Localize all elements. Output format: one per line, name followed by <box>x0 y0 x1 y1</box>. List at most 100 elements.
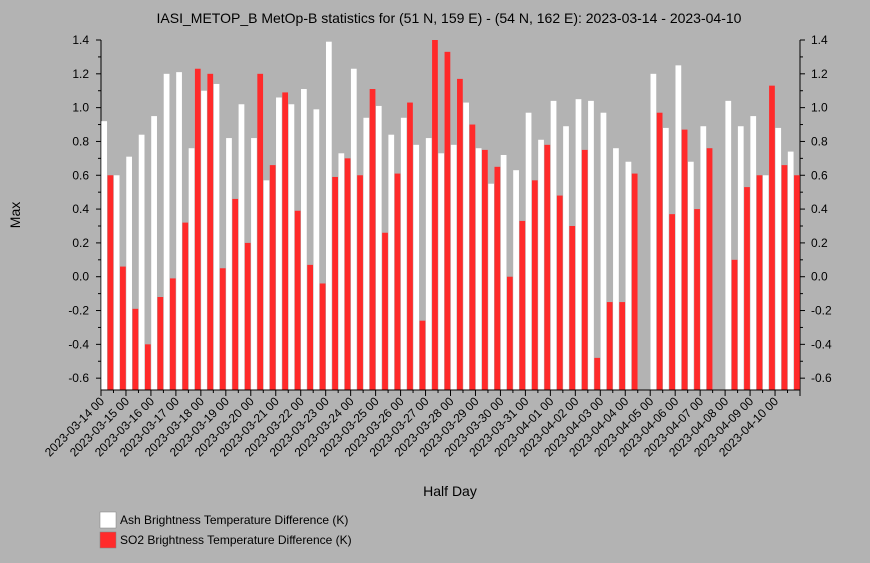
ash-bar <box>463 102 470 390</box>
so2-bar <box>556 195 563 390</box>
ash-bar <box>301 89 307 390</box>
legend-swatch-ash <box>99 511 117 529</box>
y-tick-label-right: 1.4 <box>811 33 828 47</box>
so2-bar <box>669 214 675 390</box>
ash-bar <box>238 104 245 390</box>
ash-bar <box>126 156 132 390</box>
ash-bar <box>101 121 108 390</box>
ash-bar <box>363 117 370 390</box>
ash-bar <box>201 90 207 390</box>
so2-bar <box>294 210 301 390</box>
so2-bar <box>444 51 451 391</box>
so2-bar <box>506 276 513 390</box>
ash-bar <box>725 100 732 391</box>
so2-bar <box>756 175 763 390</box>
so2-bar <box>706 148 713 390</box>
ash-bar <box>251 138 257 390</box>
so2-bar <box>369 89 376 390</box>
ash-bar <box>613 148 619 390</box>
so2-bar <box>120 266 126 390</box>
ash-bar <box>475 148 482 390</box>
ash-bar <box>151 116 157 390</box>
so2-bar <box>157 297 164 390</box>
ash-bar <box>325 41 332 390</box>
y-tick-label-left: 0.2 <box>72 236 89 250</box>
y-tick-label-right: 0.6 <box>811 168 828 182</box>
ash-bar <box>400 117 407 390</box>
so2-bar <box>432 40 438 390</box>
so2-bar <box>794 175 800 390</box>
so2-bar <box>681 129 688 391</box>
ash-bar <box>650 73 657 390</box>
ash-bar <box>488 183 494 390</box>
so2-bar <box>769 85 775 391</box>
so2-bar <box>531 180 538 390</box>
so2-bar <box>519 220 526 390</box>
so2-bar <box>694 209 700 390</box>
y-tick-label-left: 0.6 <box>72 168 89 182</box>
so2-bar <box>357 175 363 390</box>
y-tick-label-right: 0.0 <box>811 270 828 284</box>
so2-bar <box>169 278 176 390</box>
legend-label-so2: SO2 Brightness Temperature Difference (K… <box>120 533 352 547</box>
so2-bar <box>781 165 788 390</box>
so2-bar <box>319 283 326 390</box>
ash-bar <box>113 175 120 390</box>
ash-bar <box>375 105 382 390</box>
legend-label-ash: Ash Brightness Temperature Difference (K… <box>120 513 348 527</box>
so2-bar <box>207 73 214 390</box>
so2-bar <box>544 144 551 390</box>
ash-bar <box>500 154 507 390</box>
so2-bar <box>457 78 463 390</box>
ash-bar <box>563 126 569 390</box>
y-tick-label-left: -0.4 <box>68 337 89 351</box>
ash-bar <box>388 134 395 390</box>
y-tick-label-right: 0.2 <box>811 236 828 250</box>
ash-bar <box>663 127 669 391</box>
ash-bar <box>413 144 420 390</box>
legend: Ash Brightness Temperature Difference (K… <box>99 511 352 549</box>
ash-bar <box>525 112 532 391</box>
so2-bar <box>569 225 576 390</box>
y-axis-left: 1.4 1.2 1.0 0.8 0.6 0.4 0.2 0.0 -0.2 -0.4 -0.6 <box>68 33 102 390</box>
ash-bar <box>226 138 232 390</box>
ash-bar <box>675 65 682 391</box>
ash-bar <box>163 73 170 390</box>
chart-title: IASI_METOP_B MetOp-B statistics for (51 … <box>157 10 742 26</box>
y-tick-label-right: 0.8 <box>811 134 828 148</box>
ash-bar <box>263 180 270 390</box>
ash-bar <box>188 148 195 390</box>
so2-bar <box>656 112 663 391</box>
y-axis-right: 1.4 1.2 1.0 0.8 0.6 0.4 0.2 0.0 -0.2 -0.4 -0.6 <box>799 33 832 390</box>
so2-bar <box>307 264 313 390</box>
so2-bar <box>257 73 264 390</box>
ash-bar <box>276 97 282 391</box>
so2-bar <box>469 124 476 390</box>
ash-bar <box>338 153 345 390</box>
so2-bar <box>731 259 738 390</box>
ash-bar <box>438 153 445 390</box>
y-tick-label-left: 0.0 <box>72 270 89 284</box>
ash-bar <box>687 161 694 390</box>
so2-bar <box>244 242 251 390</box>
so2-bar <box>194 68 201 391</box>
ash-bar <box>575 99 582 391</box>
bars <box>101 40 800 391</box>
so2-bar <box>132 308 139 390</box>
so2-bar <box>282 92 289 391</box>
ash-bar <box>600 112 607 391</box>
y-tick-label-right: 1.2 <box>811 67 828 81</box>
so2-bar <box>332 176 338 390</box>
ash-bar <box>737 126 744 390</box>
y-tick-label-right: -0.2 <box>811 304 832 318</box>
y-tick-label-right: 0.4 <box>811 202 828 216</box>
y-tick-label-left: 1.2 <box>72 67 89 81</box>
y-tick-label-right: -0.6 <box>811 371 832 385</box>
y-tick-label-right: -0.4 <box>811 337 832 351</box>
ash-bar <box>750 116 757 390</box>
ash-bar <box>700 126 707 390</box>
y-tick-label-left: 1.4 <box>72 33 89 47</box>
